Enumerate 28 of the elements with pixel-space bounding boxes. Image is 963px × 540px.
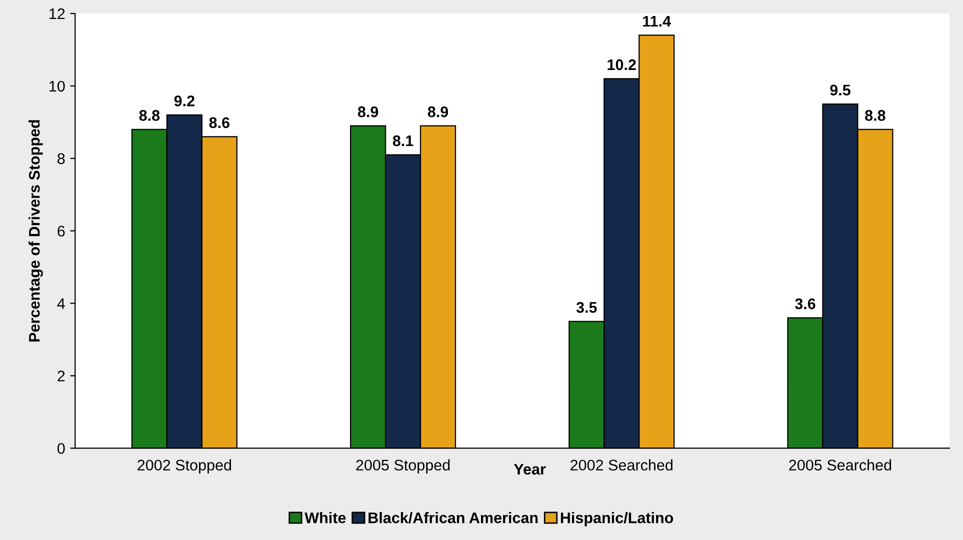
data-label: 8.9 [428,106,448,118]
y-tick-label: 12 [50,8,65,20]
data-label: 8.1 [392,135,414,146]
y-tick-label: 10 [50,80,65,92]
y-tick-label: 6 [58,226,65,237]
y-axis-title: Percentage of Drivers Stopped [28,120,43,342]
y-tick-label: 2 [58,370,65,382]
data-label: 10.2 [608,59,636,70]
legend-label: White [304,512,346,524]
data-label: 8.8 [865,110,886,121]
legend-label: Black/African American [368,512,538,524]
x-tick-label: 2002 Searched [570,459,672,471]
data-label: 11.4 [643,16,671,27]
data-label: 3.6 [794,298,816,310]
data-label: 3.5 [576,302,597,313]
legend-label: Hispanic/Latino [560,512,674,526]
x-tick-label: 2005 Stopped [356,459,450,474]
data-label: 8.8 [139,110,160,121]
data-label: 9.2 [174,96,194,106]
x-tick-label: 2005 Searched [789,459,892,471]
y-tick-label: 4 [57,298,65,309]
y-tick-label: 0 [57,443,65,454]
y-tick-label: 8 [58,153,65,164]
data-label: 8.6 [209,117,230,128]
data-label: 8.9 [358,106,378,118]
data-label: 9.5 [830,84,850,96]
x-axis-title: Year [514,464,546,475]
x-tick-label: 2002 Stopped [138,459,232,474]
